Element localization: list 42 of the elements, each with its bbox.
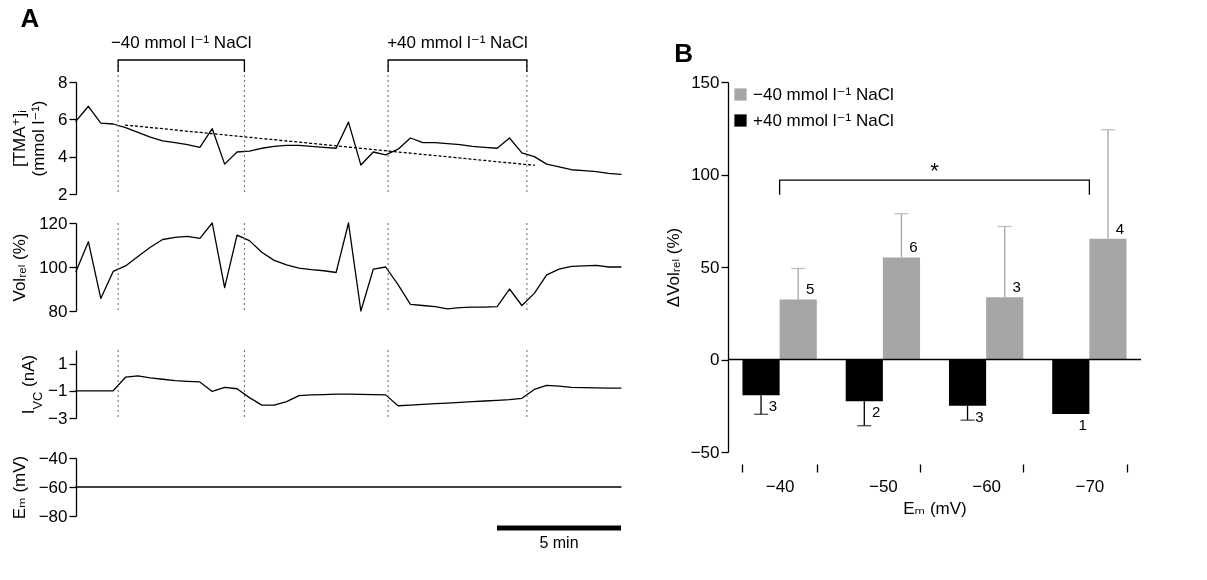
- chart-title: A: [20, 3, 40, 33]
- x-tick-label: −60: [972, 476, 1002, 496]
- y-tick-label: 100: [691, 165, 720, 184]
- y-axis-title: Eₘ (mV): [9, 455, 29, 520]
- y-tick-label: −80: [38, 506, 68, 526]
- y-axis-title: ΔVolᵣₑₗ (%): [663, 227, 683, 308]
- x-tick-label: −40: [765, 476, 795, 496]
- y-tick-label: 8: [58, 72, 68, 92]
- y-tick-label: 6: [58, 109, 68, 129]
- text: −40 mmol l⁻¹ NaCl: [110, 33, 252, 52]
- annotation: 3: [975, 407, 984, 425]
- legend-label: −40 mmol l⁻¹ NaCl: [753, 84, 894, 104]
- y-tick-label: 80: [48, 301, 68, 321]
- y-tick-label: 120: [39, 213, 68, 233]
- x-tick-label: −70: [1075, 476, 1105, 496]
- annotation: 6: [909, 238, 918, 256]
- chart-title: B: [674, 38, 693, 68]
- y-tick-label: −1: [48, 381, 68, 401]
- y-tick-label: 2: [58, 184, 68, 204]
- y-tick-label: 100: [39, 257, 68, 277]
- annotation: 5: [806, 280, 815, 298]
- text: 4: [1115, 219, 1125, 237]
- text: +40 mmol l⁻¹ NaCl: [387, 33, 528, 52]
- x-tick-label: −50: [868, 476, 898, 496]
- annotation: 2: [872, 403, 881, 421]
- annotation: 3: [768, 397, 778, 415]
- y-tick-label: 1: [58, 354, 68, 374]
- annotation: 1: [1078, 416, 1087, 434]
- annotation: *: [930, 157, 940, 183]
- legend-label: +40 mmol l⁻¹ NaCl: [753, 110, 894, 130]
- text: 5 min: [539, 534, 579, 551]
- y-tick-label: 0: [710, 350, 720, 369]
- y-tick-label: −40: [38, 448, 68, 468]
- x-axis-title: Eₘ (mV): [903, 498, 967, 518]
- annotation: 3: [1012, 278, 1021, 296]
- y-tick-label: 4: [58, 147, 68, 167]
- y-tick-label: 50: [700, 257, 720, 277]
- y-tick-label: −3: [48, 408, 68, 428]
- y-tick-label: 150: [691, 72, 720, 92]
- y-tick-label: −50: [690, 442, 720, 462]
- y-axis-title: Volᵣₑₗ (%): [10, 233, 30, 302]
- y-axis-title: [TMA⁺]ᵢ (mmol l⁻¹): [10, 100, 49, 177]
